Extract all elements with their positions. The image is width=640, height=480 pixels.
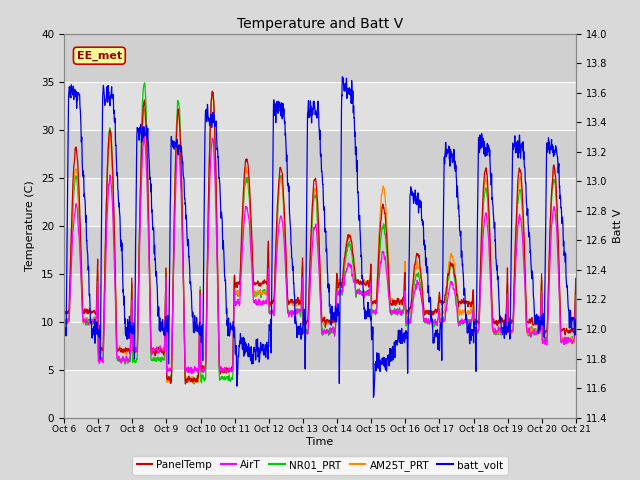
Text: EE_met: EE_met [77, 50, 122, 61]
Legend: PanelTemp, AirT, NR01_PRT, AM25T_PRT, batt_volt: PanelTemp, AirT, NR01_PRT, AM25T_PRT, ba… [132, 456, 508, 475]
X-axis label: Time: Time [307, 437, 333, 447]
Bar [64, 322, 576, 370]
Bar [64, 370, 576, 418]
Bar [64, 82, 576, 130]
Y-axis label: Temperature (C): Temperature (C) [26, 180, 35, 271]
Bar [64, 226, 576, 274]
Bar [64, 34, 576, 82]
Title: Temperature and Batt V: Temperature and Batt V [237, 17, 403, 31]
Bar [64, 178, 576, 226]
Bar [64, 130, 576, 178]
Y-axis label: Batt V: Batt V [613, 208, 623, 243]
Bar [64, 274, 576, 322]
